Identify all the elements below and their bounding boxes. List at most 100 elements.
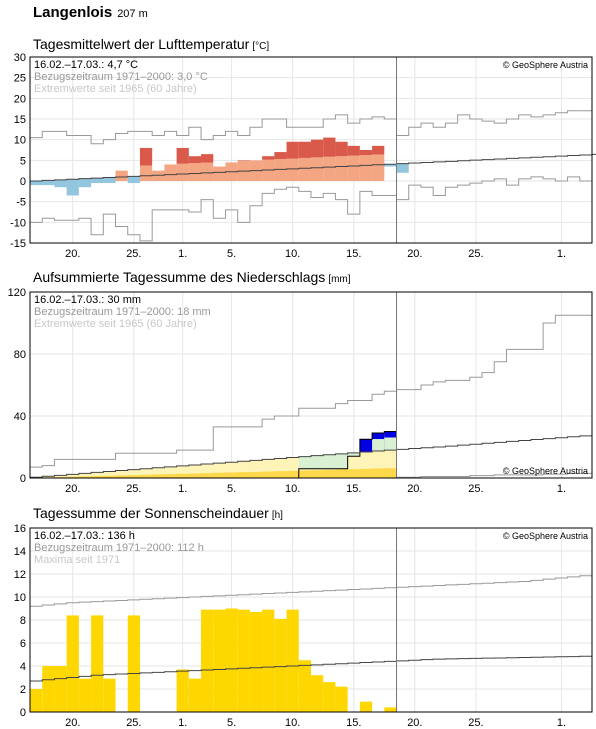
sun-bar (274, 618, 287, 712)
temp-bar-warm-strong (335, 141, 348, 157)
temperature-ytick-label: 5 (20, 155, 26, 167)
temp-bar-warm-strong (347, 145, 360, 156)
precipitation-normal-line (30, 435, 592, 478)
temperature-info-line: 16.02.–17.03.: 4,7 °C (34, 59, 138, 71)
sun-bar (262, 609, 275, 712)
temp-bar-warm (164, 164, 177, 181)
temp-bar-warm-strong (188, 156, 202, 164)
sun-bar (127, 615, 140, 712)
precipitation-maximum-line (30, 314, 592, 468)
sun-bar (286, 609, 299, 712)
temp-bar-warm (298, 157, 311, 181)
temp-bar-warm-strong (323, 137, 336, 157)
sunshine-xtick-label: 15. (346, 717, 361, 729)
sun-bar (30, 689, 43, 712)
sunshine-info-line: Bezugszeitraum 1971–2000: 112 h (34, 542, 204, 554)
sunshine-xtick-label: 1. (557, 717, 566, 729)
sun-bar (91, 615, 104, 712)
precipitation-xtick-label: 10. (285, 483, 300, 495)
precipitation-xtick-label: 20. (407, 483, 422, 495)
temp-bar-cold (91, 178, 104, 184)
precipitation-title-text: Aufsummierte Tagessumme des Niederschlag… (33, 269, 326, 285)
station-name: Langenlois (33, 4, 113, 21)
temp-bar-cold (103, 177, 116, 184)
sunshine-ytick-label: 6 (20, 638, 26, 650)
temperature-panel-title: Tagesmittelwert der Lufttemperatur [°C] (33, 36, 269, 52)
temp-bar-warm (359, 155, 373, 181)
sun-bar (213, 609, 226, 712)
sun-bar (323, 682, 336, 712)
sunshine-ytick-label: 0 (20, 707, 26, 719)
temp-bar-warm (213, 166, 226, 181)
temperature-xtick-label: 25. (126, 248, 141, 260)
temp-bar-cold (78, 178, 92, 188)
precipitation-panel-title: Aufsummierte Tagessumme des Niederschlag… (33, 269, 351, 285)
sun-bar (237, 609, 250, 712)
precipitation-xtick-label: 15. (346, 483, 361, 495)
sunshine-ytick-label: 12 (14, 569, 26, 581)
sunshine-ytick-label: 4 (20, 661, 26, 673)
temp-bar-warm (201, 162, 214, 181)
temp-bar-cold (54, 179, 67, 188)
temperature-ytick-label: -5 (16, 197, 26, 209)
temperature-unit: [°C] (252, 41, 270, 52)
precipitation-info-line: Extremwerte seit 1965 (60 Jahre) (34, 318, 197, 330)
precip-bar-green (384, 437, 397, 451)
precipitation-frame (29, 291, 593, 479)
temp-bar-warm-strong (311, 139, 324, 158)
precipitation-info-line: 16.02.–17.03.: 30 mm (34, 294, 141, 306)
temp-bar-cold (42, 180, 55, 186)
precipitation-ytick-label: 120 (8, 287, 26, 299)
precipitation-unit: [mm] (328, 274, 351, 285)
sun-bar (176, 669, 189, 712)
precipitation-ytick-label: 40 (14, 411, 26, 423)
precipitation-xtick-label: 25. (468, 483, 483, 495)
temperature-xtick-label: 1. (178, 248, 187, 260)
sun-bar (66, 615, 79, 712)
temp-bar-warm (139, 165, 153, 181)
temperature-info-line: Extremwerte seit 1965 (60 Jahre) (34, 83, 197, 95)
temp-bar-warm-strong (176, 147, 189, 164)
temperature-title-text: Tagesmittelwert der Lufttemperatur (33, 36, 250, 52)
sun-bar (298, 660, 311, 712)
sun-bar (201, 609, 214, 712)
sunshine-normal-line (30, 655, 592, 682)
sunshine-info-line: 16.02.–17.03.: 136 h (34, 530, 135, 542)
temperature-xtick-label: 5. (227, 248, 236, 260)
sunshine-maximum-line (30, 575, 592, 607)
sunshine-ytick-label: 16 (14, 523, 26, 535)
sun-bar (78, 678, 92, 712)
temp-bar-cold (127, 176, 140, 184)
sunshine-copyright: © GeoSphere Austria (503, 531, 588, 541)
sunshine-xtick-label: 20. (407, 717, 422, 729)
temp-bar-warm-strong (201, 154, 214, 163)
temperature-minimum-line (30, 176, 592, 242)
temp-bar-warm (115, 170, 128, 181)
sun-bar (311, 675, 324, 712)
temp-bar-warm-strong (359, 150, 373, 156)
temp-bar-warm-strong (286, 141, 299, 159)
station-altitude: 207 m (117, 8, 148, 20)
sunshine-ytick-label: 8 (20, 615, 26, 627)
precipitation-xtick-label: 1. (557, 483, 566, 495)
precipitation-ytick-label: 80 (14, 349, 26, 361)
precipitation-xtick-label: 20. (65, 483, 80, 495)
precip-bar-below (298, 456, 311, 469)
precip-bar-below (335, 453, 348, 469)
temperature-xtick-label: 1. (557, 248, 566, 260)
sunshine-xtick-label: 1. (178, 717, 187, 729)
temp-bar-cold (30, 181, 43, 186)
precip-bar-above (359, 439, 373, 452)
sunshine-title-text: Tagessumme der Sonnenscheindauer (33, 505, 269, 521)
station-title: Langenlois 207 m (33, 4, 148, 21)
temp-bar-warm (323, 156, 336, 181)
temperature-ytick-label: 15 (14, 114, 26, 126)
sunshine-unit: [h] (271, 510, 283, 521)
sunshine-xtick-label: 5. (227, 717, 236, 729)
temp-bar-warm (152, 170, 165, 181)
temp-bar-warm (188, 163, 202, 181)
sun-bar (359, 701, 373, 712)
temp-bar-warm-strong (298, 141, 311, 158)
sunshine-xtick-label: 20. (65, 717, 80, 729)
temp-bar-warm-strong (372, 145, 385, 155)
